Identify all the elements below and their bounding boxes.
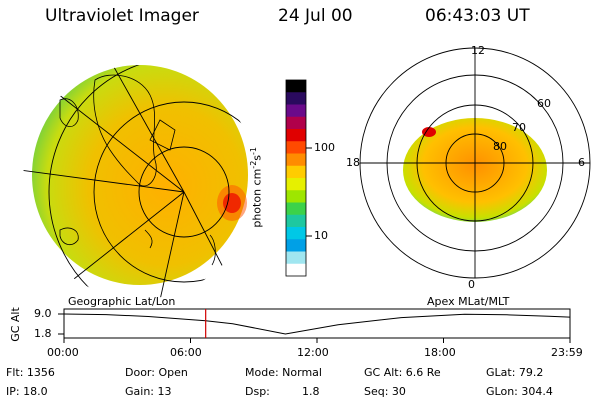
colorbar <box>286 80 306 277</box>
alt-xtick-1800: 18:00 <box>424 346 456 359</box>
mlt-label-0: 0 <box>468 278 475 291</box>
gc-altitude: GC Alt: 6.6 Re <box>364 366 441 379</box>
colorbar-swatch <box>286 153 306 167</box>
alt-xtick-0600: 06:00 <box>170 346 202 359</box>
alt-xtick-1200: 12:00 <box>297 346 329 359</box>
alt-ytick-1-8: 1.8 <box>34 327 52 340</box>
alt-ytick-9: 9.0 <box>34 307 52 320</box>
geo-latitude: GLat: 79.2 <box>486 366 544 379</box>
alt-ylabel: GC Alt <box>8 307 22 342</box>
colorbar-tick-label-100: 100 <box>314 141 335 154</box>
gain-value: Gain: 13 <box>125 385 172 398</box>
geo-longitude: GLon: 304.4 <box>486 385 553 398</box>
colorbar-swatch <box>286 80 306 93</box>
colorbar-swatch <box>286 141 306 155</box>
colorbar-swatch <box>286 104 306 118</box>
colorbar-swatch <box>286 202 306 216</box>
colorbar-swatch <box>286 178 306 191</box>
colorbar-swatch <box>286 165 306 179</box>
colorbar-swatch <box>286 214 306 228</box>
bright-spot-right <box>422 127 436 137</box>
geographic-map <box>23 65 257 299</box>
dsp-label: Dsp: <box>245 385 270 398</box>
mode-value: Mode: Normal <box>245 366 322 379</box>
colorbar-swatch <box>286 239 306 253</box>
colorbar-swatch <box>286 129 306 142</box>
time-label: 06:43:03 UT <box>425 6 530 26</box>
polar-grid <box>359 47 591 279</box>
sequence-number: Seq: 30 <box>364 385 406 398</box>
altitude-chart-frame <box>63 308 571 339</box>
mlt-label-6: 6 <box>578 156 585 169</box>
date-label: 24 Jul 00 <box>278 6 353 26</box>
door-status: Door: Open <box>125 366 188 379</box>
colorbar-swatch <box>286 190 306 204</box>
colorbar-swatch <box>286 263 306 277</box>
colorbar-frame <box>285 79 307 277</box>
mlt-label-18: 18 <box>346 156 360 169</box>
geographic-label: Geographic Lat/Lon <box>68 295 176 308</box>
auroral-emission-left <box>32 65 248 285</box>
altitude-series-line <box>63 313 570 335</box>
alt-xtick-0000: 00:00 <box>47 346 79 359</box>
colorbar-swatch <box>286 227 306 240</box>
mlt-label-12: 12 <box>471 44 485 57</box>
ip-value: IP: 18.0 <box>6 385 48 398</box>
altitude-chart <box>58 308 571 343</box>
alt-xtick-2359: 23:59 <box>551 346 583 359</box>
colorbar-swatch <box>286 251 306 265</box>
colorbar-swatch <box>286 116 306 130</box>
colorbar-unit-label: photon cm-2s-1 <box>249 146 264 228</box>
flight-number: Flt: 1356 <box>6 366 55 379</box>
app-title: Ultraviolet Imager <box>45 6 199 26</box>
colorbar-tick-label-10: 10 <box>314 229 328 242</box>
mlat-label-70: 70 <box>512 121 526 134</box>
magnetic-polar-map <box>359 47 591 279</box>
mlat-label-60: 60 <box>537 97 551 110</box>
graticule-left <box>23 65 257 299</box>
apex-label: Apex MLat/MLT <box>427 295 510 308</box>
dsp-value: 1.8 <box>302 385 320 398</box>
colorbar-swatch <box>286 92 306 106</box>
mlat-label-80: 80 <box>493 140 507 153</box>
